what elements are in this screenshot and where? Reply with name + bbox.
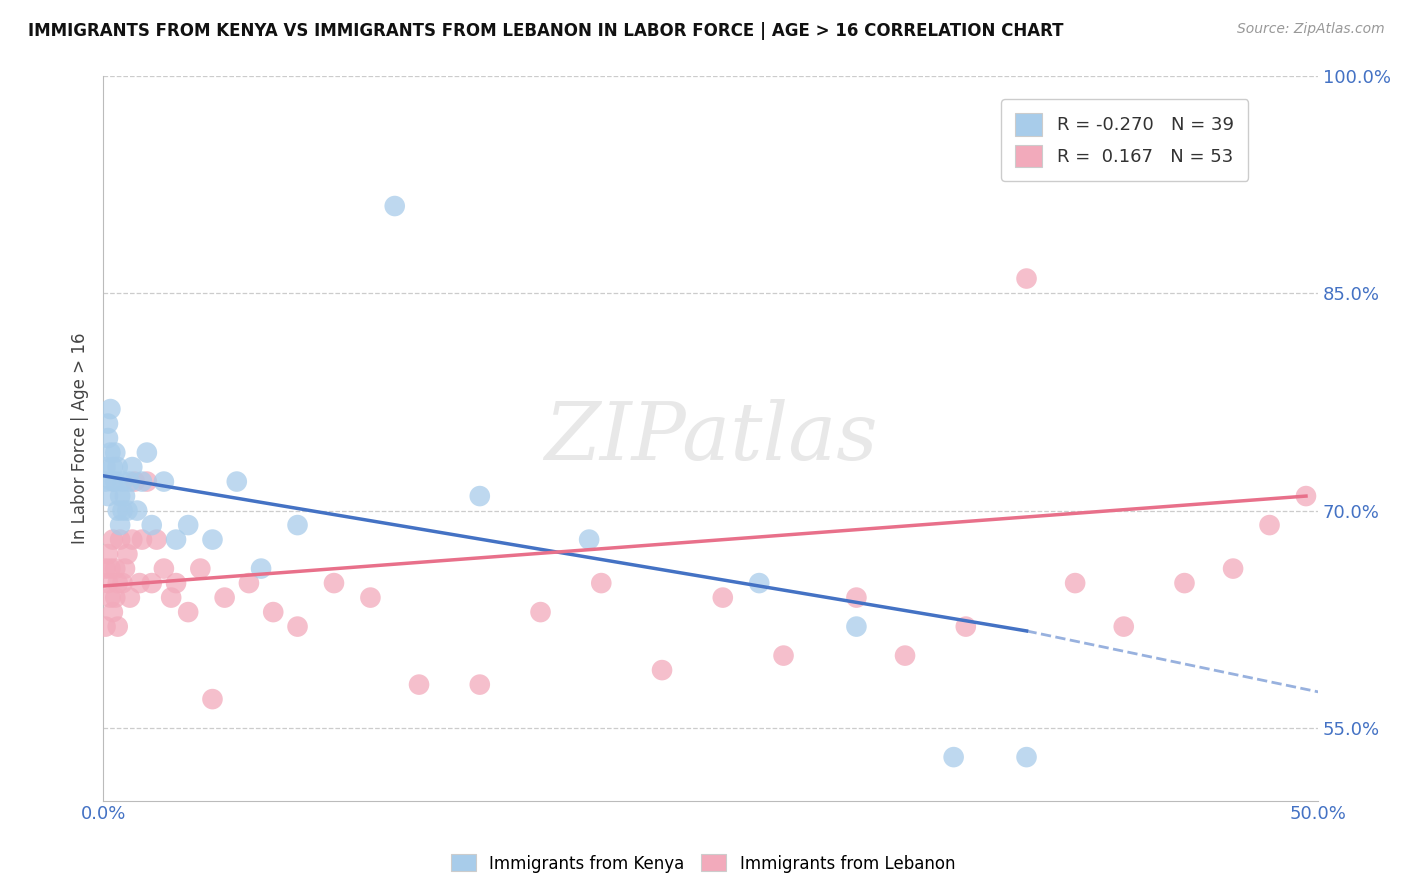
Point <box>1258 518 1281 533</box>
Point <box>748 576 770 591</box>
Point <box>188 561 211 575</box>
Point <box>238 576 260 591</box>
Text: IMMIGRANTS FROM KENYA VS IMMIGRANTS FROM LEBANON IN LABOR FORCE | AGE > 16 CORRE: IMMIGRANTS FROM KENYA VS IMMIGRANTS FROM… <box>28 22 1063 40</box>
Text: ZIPatlas: ZIPatlas <box>544 400 877 477</box>
Point <box>711 591 734 605</box>
Point <box>107 619 129 633</box>
Point <box>107 460 129 475</box>
Point <box>1064 576 1087 591</box>
Point <box>177 605 200 619</box>
Point <box>121 460 143 475</box>
Point <box>894 648 917 663</box>
Point <box>165 576 187 591</box>
Point <box>323 576 346 591</box>
Point <box>468 677 491 691</box>
Point <box>104 475 127 489</box>
Point <box>97 547 120 561</box>
Point <box>1222 561 1244 575</box>
Point <box>104 591 127 605</box>
Point <box>127 503 149 517</box>
Point <box>160 591 183 605</box>
Point <box>845 591 868 605</box>
Point <box>101 475 124 489</box>
Point <box>942 750 965 764</box>
Point <box>97 417 120 431</box>
Point <box>845 619 868 633</box>
Point <box>94 619 117 633</box>
Point <box>111 576 134 591</box>
Point <box>117 547 139 561</box>
Point <box>114 489 136 503</box>
Legend: R = -0.270   N = 39, R =  0.167   N = 53: R = -0.270 N = 39, R = 0.167 N = 53 <box>1001 99 1249 181</box>
Point <box>117 503 139 517</box>
Point <box>100 561 122 575</box>
Point <box>97 576 120 591</box>
Point <box>1112 619 1135 633</box>
Point <box>94 561 117 575</box>
Point <box>201 692 224 706</box>
Point <box>107 503 129 517</box>
Point <box>135 445 157 459</box>
Point <box>651 663 673 677</box>
Point <box>97 431 120 445</box>
Point <box>141 576 163 591</box>
Point <box>287 518 309 533</box>
Point <box>287 619 309 633</box>
Point <box>408 677 430 691</box>
Point <box>529 605 551 619</box>
Point <box>100 402 122 417</box>
Point <box>262 605 284 619</box>
Point <box>128 576 150 591</box>
Point <box>131 533 153 547</box>
Point <box>94 460 117 475</box>
Point <box>955 619 977 633</box>
Point <box>384 199 406 213</box>
Point <box>124 475 146 489</box>
Point <box>578 533 600 547</box>
Point <box>104 445 127 459</box>
Point <box>107 576 129 591</box>
Point <box>214 591 236 605</box>
Point <box>118 475 141 489</box>
Legend: Immigrants from Kenya, Immigrants from Lebanon: Immigrants from Kenya, Immigrants from L… <box>444 847 962 880</box>
Point <box>108 533 131 547</box>
Point <box>101 460 124 475</box>
Point <box>94 475 117 489</box>
Point <box>101 605 124 619</box>
Point <box>141 518 163 533</box>
Text: Source: ZipAtlas.com: Source: ZipAtlas.com <box>1237 22 1385 37</box>
Point <box>153 475 176 489</box>
Point <box>100 591 122 605</box>
Point <box>104 561 127 575</box>
Point <box>108 489 131 503</box>
Point <box>111 503 134 517</box>
Point <box>201 533 224 547</box>
Point <box>225 475 247 489</box>
Point <box>145 533 167 547</box>
Point <box>1015 271 1038 285</box>
Point <box>468 489 491 503</box>
Point <box>131 475 153 489</box>
Y-axis label: In Labor Force | Age > 16: In Labor Force | Age > 16 <box>72 333 89 544</box>
Point <box>177 518 200 533</box>
Point <box>118 591 141 605</box>
Point <box>250 561 273 575</box>
Point <box>101 533 124 547</box>
Point <box>114 561 136 575</box>
Point <box>1173 576 1195 591</box>
Point <box>359 591 381 605</box>
Point <box>772 648 794 663</box>
Point <box>111 475 134 489</box>
Point <box>1015 750 1038 764</box>
Point <box>153 561 176 575</box>
Point <box>97 489 120 503</box>
Point <box>165 533 187 547</box>
Point <box>100 445 122 459</box>
Point <box>121 533 143 547</box>
Point <box>135 475 157 489</box>
Point <box>1295 489 1317 503</box>
Point <box>108 518 131 533</box>
Point <box>591 576 613 591</box>
